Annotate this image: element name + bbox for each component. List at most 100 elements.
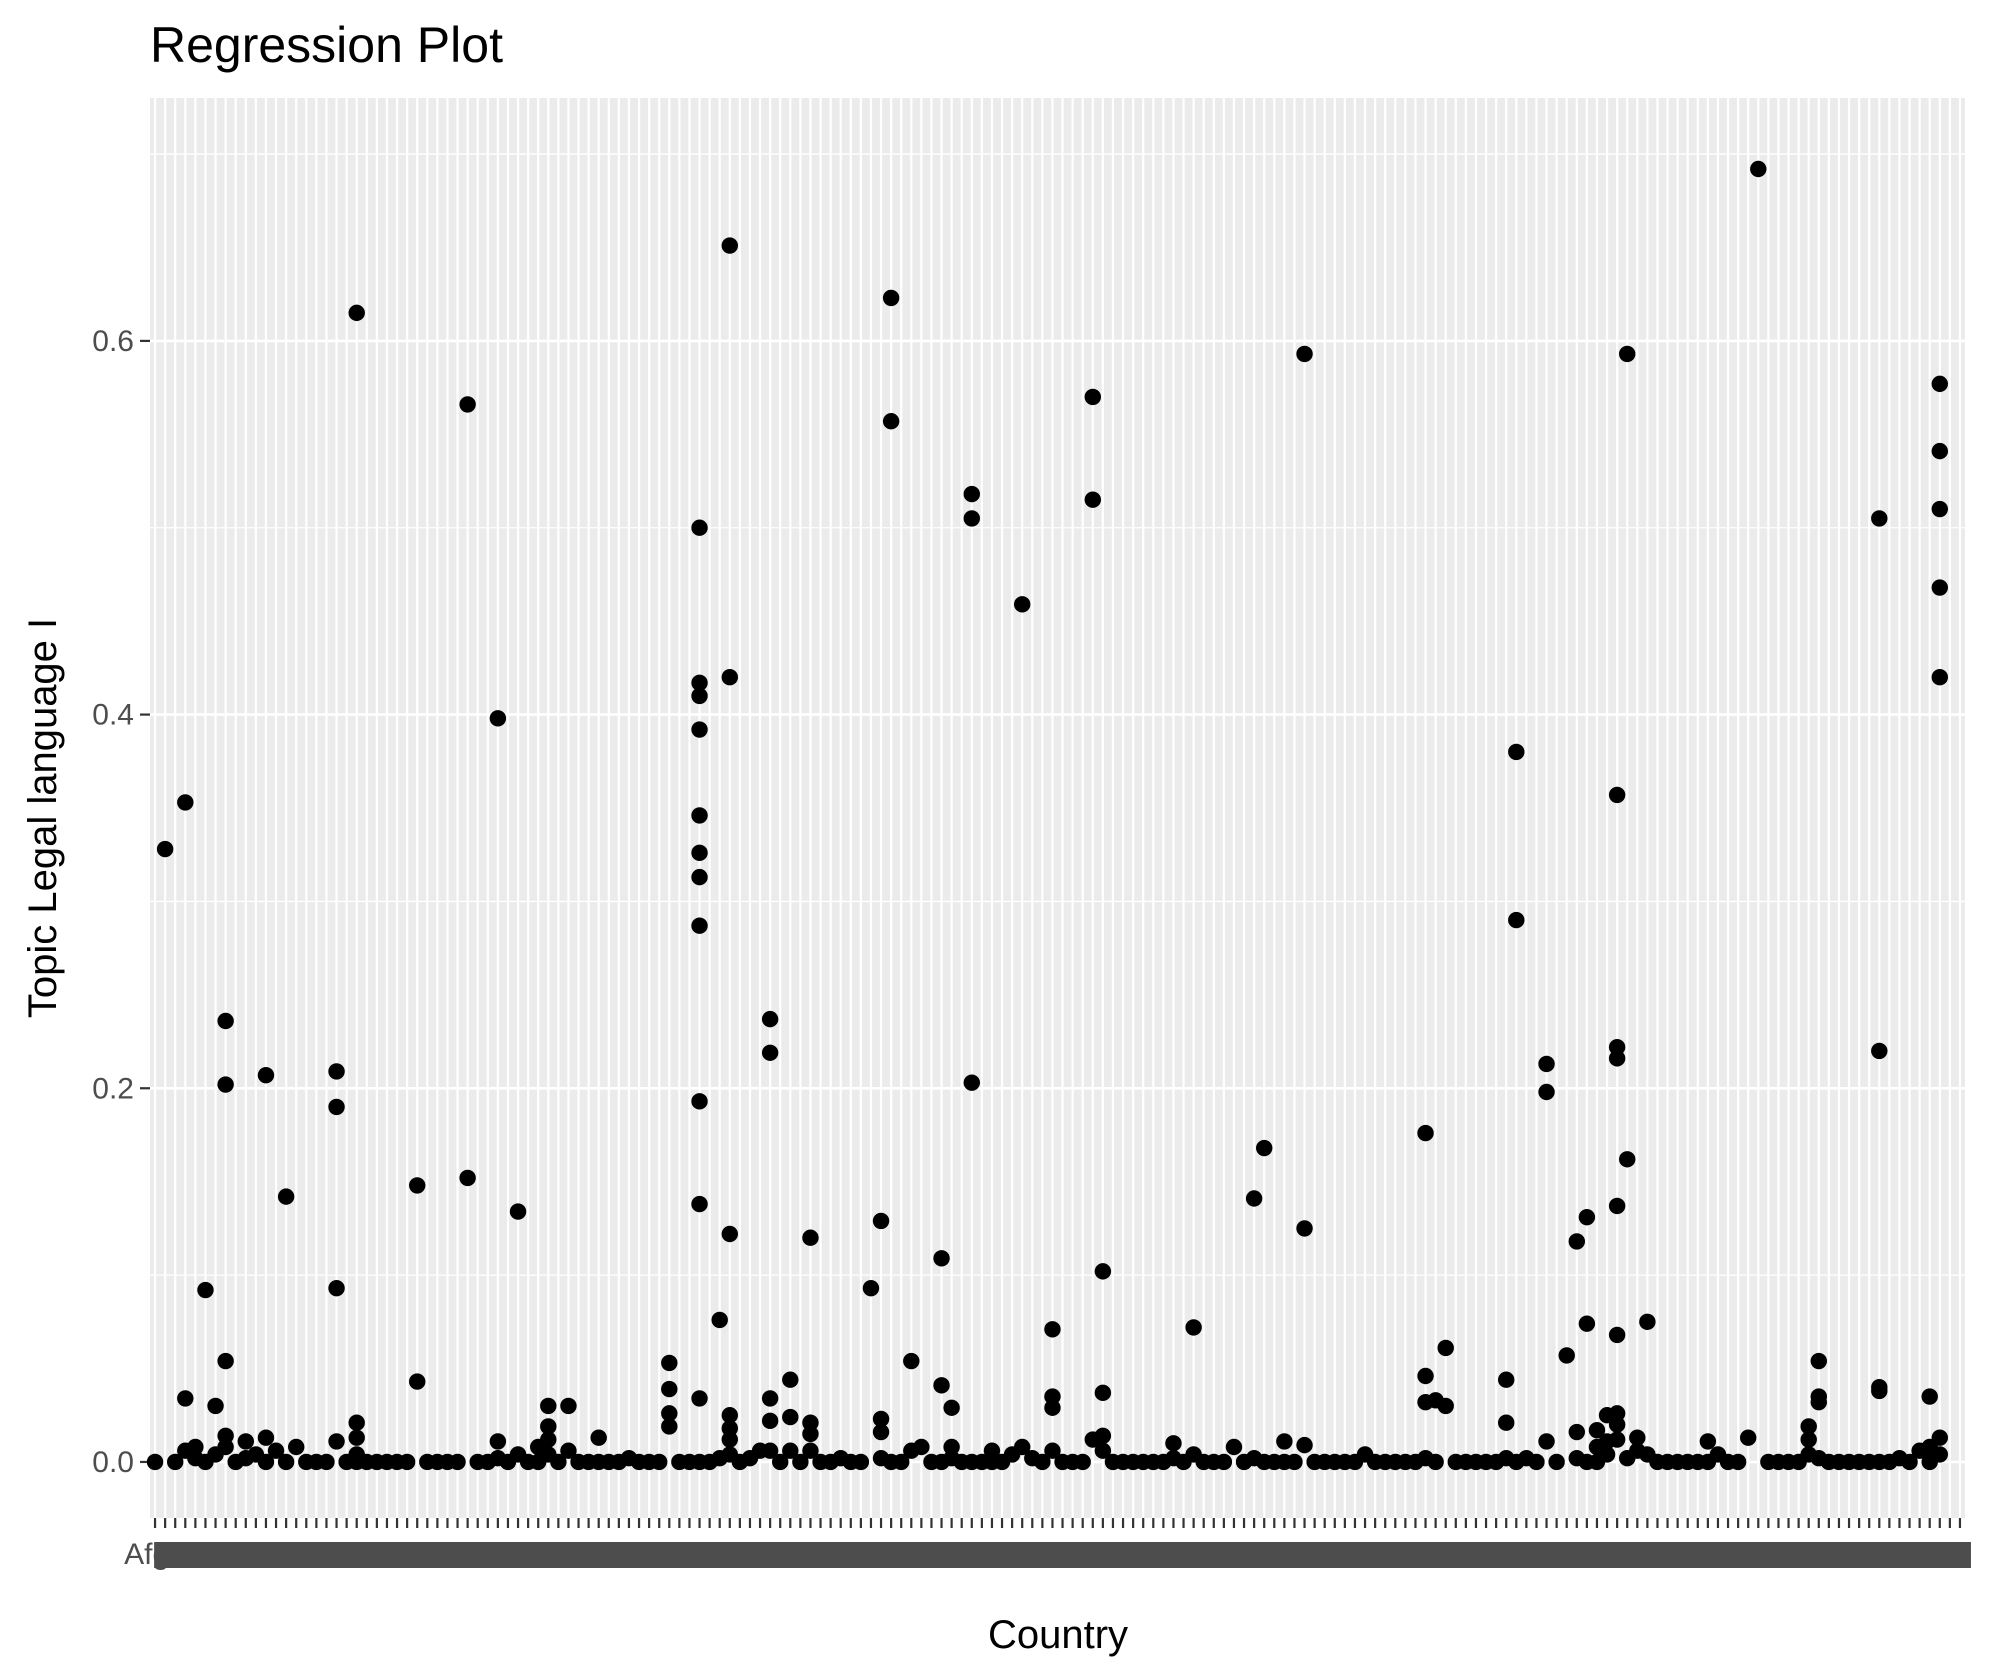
data-point bbox=[267, 1442, 285, 1459]
data-point bbox=[691, 844, 708, 862]
data-point bbox=[1044, 1321, 1061, 1338]
data-point bbox=[288, 1438, 305, 1456]
data-point bbox=[721, 237, 738, 254]
data-point bbox=[1931, 1429, 1948, 1446]
data-point bbox=[1568, 1233, 1585, 1250]
data-point bbox=[721, 1431, 738, 1448]
data-point bbox=[1296, 1436, 1313, 1454]
data-point bbox=[1528, 1453, 1545, 1471]
data-point bbox=[963, 510, 980, 527]
data-point bbox=[872, 1212, 890, 1230]
y-tick-label: 0.6 bbox=[92, 325, 134, 358]
data-point bbox=[1800, 1418, 1817, 1435]
data-point bbox=[1568, 1423, 1585, 1441]
data-point bbox=[590, 1429, 607, 1446]
data-point bbox=[207, 1397, 224, 1415]
data-point bbox=[1296, 1220, 1313, 1237]
data-point bbox=[1578, 1315, 1596, 1332]
data-point bbox=[711, 1311, 728, 1329]
data-point bbox=[1094, 1384, 1112, 1402]
data-points bbox=[146, 160, 1948, 1471]
data-point bbox=[328, 1433, 345, 1450]
data-point bbox=[217, 1427, 234, 1444]
data-point bbox=[721, 1225, 738, 1243]
data-point bbox=[1185, 1319, 1202, 1336]
data-point bbox=[882, 413, 900, 430]
data-point bbox=[1014, 596, 1031, 613]
data-point bbox=[177, 1390, 194, 1407]
data-point bbox=[1437, 1397, 1454, 1415]
data-point bbox=[167, 1453, 184, 1471]
data-point bbox=[409, 1177, 426, 1194]
data-point bbox=[257, 1453, 275, 1471]
data-point bbox=[802, 1229, 819, 1246]
data-point bbox=[1437, 1339, 1454, 1357]
data-point bbox=[1608, 1197, 1626, 1215]
data-point bbox=[1427, 1453, 1444, 1471]
data-point bbox=[721, 669, 738, 686]
data-point bbox=[943, 1438, 960, 1456]
data-point bbox=[651, 1453, 668, 1471]
data-point bbox=[277, 1453, 295, 1471]
data-point bbox=[761, 1412, 779, 1430]
y-axis-title: Topic Legal language I bbox=[21, 618, 65, 1018]
data-point bbox=[761, 1010, 779, 1028]
data-point bbox=[1044, 1399, 1061, 1416]
data-point bbox=[943, 1399, 960, 1416]
data-point bbox=[1094, 1263, 1112, 1280]
data-point bbox=[1931, 669, 1948, 686]
data-point bbox=[691, 721, 708, 738]
data-point bbox=[197, 1281, 214, 1299]
data-point bbox=[1750, 160, 1767, 178]
data-point bbox=[1558, 1347, 1575, 1364]
data-point bbox=[802, 1442, 819, 1459]
data-point bbox=[156, 840, 174, 858]
x-axis-title: Country bbox=[988, 1613, 1128, 1657]
data-point bbox=[1538, 1055, 1555, 1073]
data-point bbox=[1508, 743, 1525, 761]
data-point bbox=[1084, 491, 1101, 508]
data-point bbox=[540, 1397, 557, 1415]
data-point bbox=[1508, 911, 1525, 929]
data-point bbox=[459, 1169, 476, 1187]
data-point bbox=[1608, 1326, 1626, 1344]
data-point bbox=[1215, 1453, 1233, 1471]
data-point bbox=[872, 1423, 890, 1441]
data-point bbox=[348, 1429, 365, 1446]
data-point bbox=[761, 1044, 779, 1061]
data-point bbox=[691, 1093, 708, 1110]
data-point bbox=[257, 1066, 275, 1084]
data-point bbox=[691, 674, 708, 692]
data-point bbox=[146, 1453, 164, 1471]
data-point bbox=[540, 1431, 557, 1448]
data-point bbox=[963, 485, 980, 503]
data-point bbox=[1740, 1429, 1757, 1446]
data-point bbox=[691, 917, 708, 934]
data-point bbox=[782, 1442, 799, 1459]
data-point bbox=[983, 1442, 1001, 1459]
data-point bbox=[782, 1408, 799, 1426]
data-point bbox=[792, 1453, 809, 1471]
data-point bbox=[1901, 1453, 1918, 1471]
data-point bbox=[560, 1442, 577, 1459]
data-point bbox=[1498, 1371, 1515, 1388]
data-point bbox=[217, 1352, 234, 1370]
data-point bbox=[1296, 345, 1313, 363]
data-point bbox=[1699, 1433, 1717, 1450]
data-point bbox=[1034, 1453, 1051, 1471]
chart-title: Regression Plot bbox=[150, 17, 503, 73]
grid-lines bbox=[150, 98, 1965, 1518]
data-point bbox=[1931, 442, 1948, 460]
data-point bbox=[1800, 1431, 1817, 1448]
data-point bbox=[540, 1418, 557, 1435]
y-axis: 0.0 0.2 0.4 0.6 bbox=[92, 325, 150, 1479]
plot-panel bbox=[150, 98, 1965, 1518]
data-point bbox=[1578, 1208, 1596, 1226]
data-point bbox=[1608, 1416, 1626, 1433]
data-point bbox=[1921, 1388, 1938, 1405]
data-point bbox=[1417, 1124, 1434, 1142]
data-point bbox=[348, 304, 365, 322]
data-point bbox=[328, 1279, 345, 1297]
data-point bbox=[1619, 1151, 1636, 1168]
y-tick-label: 0.4 bbox=[92, 699, 134, 732]
